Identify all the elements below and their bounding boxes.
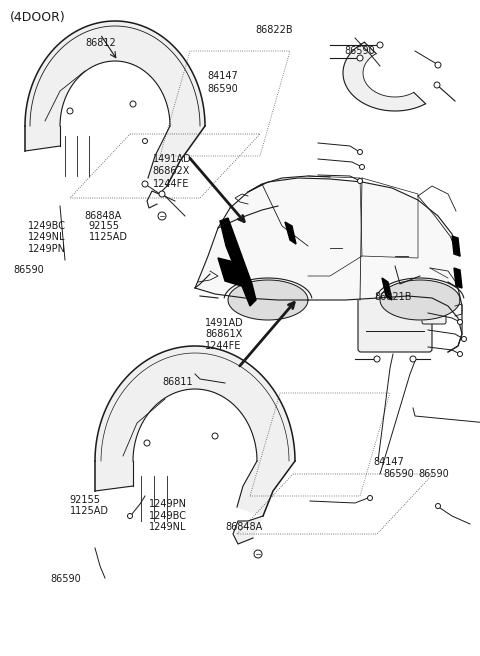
Polygon shape xyxy=(382,278,392,300)
Text: 1249NL: 1249NL xyxy=(149,522,186,532)
Circle shape xyxy=(130,101,136,107)
Text: 86848A: 86848A xyxy=(84,211,121,221)
Circle shape xyxy=(254,550,262,558)
Text: 86590: 86590 xyxy=(345,45,375,56)
Polygon shape xyxy=(285,222,296,244)
Circle shape xyxy=(368,495,372,501)
Polygon shape xyxy=(233,516,263,544)
Polygon shape xyxy=(237,461,295,516)
Text: 84147: 84147 xyxy=(207,71,238,81)
FancyBboxPatch shape xyxy=(358,264,432,352)
Text: 1249PN: 1249PN xyxy=(149,499,187,510)
Text: 86862X: 86862X xyxy=(153,165,190,176)
Circle shape xyxy=(360,165,364,169)
Circle shape xyxy=(358,150,362,155)
Text: 1125AD: 1125AD xyxy=(89,232,128,243)
Text: 86590: 86590 xyxy=(383,468,414,479)
Circle shape xyxy=(158,212,166,220)
Text: (4DOOR): (4DOOR) xyxy=(10,11,66,24)
Text: 86848A: 86848A xyxy=(226,522,263,532)
Circle shape xyxy=(67,108,73,114)
Polygon shape xyxy=(454,268,462,288)
Text: 86861X: 86861X xyxy=(205,329,243,339)
Text: 86590: 86590 xyxy=(50,573,81,584)
Polygon shape xyxy=(95,346,295,461)
Circle shape xyxy=(128,514,132,518)
Text: 86812: 86812 xyxy=(85,37,116,48)
Polygon shape xyxy=(380,280,460,320)
Circle shape xyxy=(435,504,441,508)
Text: 92155: 92155 xyxy=(89,221,120,232)
Polygon shape xyxy=(25,126,60,151)
Polygon shape xyxy=(343,42,426,111)
Text: 86590: 86590 xyxy=(419,468,449,479)
Circle shape xyxy=(358,178,362,184)
Polygon shape xyxy=(25,21,205,126)
Circle shape xyxy=(212,433,218,439)
Polygon shape xyxy=(452,236,460,256)
Circle shape xyxy=(457,319,463,325)
Text: 1249BC: 1249BC xyxy=(149,510,187,521)
Circle shape xyxy=(457,352,463,356)
Text: 1491AD: 1491AD xyxy=(153,154,192,164)
Text: 1249PN: 1249PN xyxy=(28,243,66,254)
Text: 92155: 92155 xyxy=(70,495,101,505)
Polygon shape xyxy=(218,258,248,288)
Circle shape xyxy=(357,55,363,61)
Text: 86821B: 86821B xyxy=(375,291,412,302)
Circle shape xyxy=(159,191,165,197)
Circle shape xyxy=(461,337,467,342)
Text: 86811: 86811 xyxy=(162,377,193,387)
Text: 86822B: 86822B xyxy=(256,24,293,35)
Circle shape xyxy=(435,62,441,68)
Polygon shape xyxy=(195,178,462,352)
FancyBboxPatch shape xyxy=(422,292,446,324)
Polygon shape xyxy=(220,218,256,306)
Polygon shape xyxy=(95,461,133,491)
Text: 1491AD: 1491AD xyxy=(205,318,244,328)
Circle shape xyxy=(143,138,147,144)
Text: 84147: 84147 xyxy=(373,457,404,468)
Text: 86590: 86590 xyxy=(13,265,44,276)
Text: 1249NL: 1249NL xyxy=(28,232,65,243)
Circle shape xyxy=(144,440,150,446)
Circle shape xyxy=(377,42,383,48)
Circle shape xyxy=(410,356,416,362)
Circle shape xyxy=(434,82,440,88)
Text: 86590: 86590 xyxy=(207,83,238,94)
Text: 1244FE: 1244FE xyxy=(205,341,242,352)
Text: 1249BC: 1249BC xyxy=(28,221,66,232)
Circle shape xyxy=(374,356,380,362)
Text: 1125AD: 1125AD xyxy=(70,506,108,516)
Text: 1244FE: 1244FE xyxy=(153,178,189,189)
Polygon shape xyxy=(228,280,308,320)
Circle shape xyxy=(142,181,148,187)
Polygon shape xyxy=(148,126,205,186)
